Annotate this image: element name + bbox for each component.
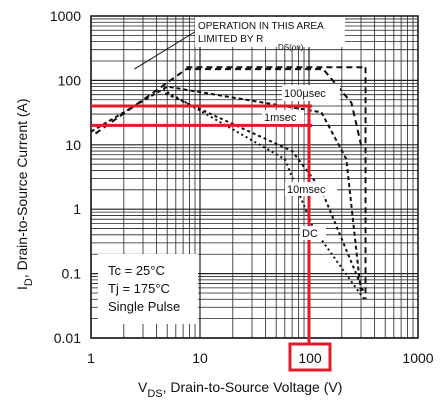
y-axis-label-sub: D [23,278,35,286]
label-1ms: 1msec [264,112,297,124]
highlight [91,104,312,344]
y-tick-label: 0.01 [54,330,81,346]
legend-pulse: Single Pulse [108,299,180,314]
x-axis-label-main: V [138,379,148,395]
label-100us-bg [282,85,340,101]
x-axis-label-sub: DS [147,388,162,400]
x-axis-label-rest: , Drain-to-Source Voltage (V) [163,379,343,395]
label-10ms: 10msec [287,184,326,196]
annotation-line2: LIMITED BY R [198,34,263,45]
annotation-bg [195,17,345,47]
tick-labels: 1 10 1000 0.01 0.1 1 10 100 1000 [50,8,434,366]
legend-box [98,254,198,324]
label-dc-bg [300,226,326,240]
grid [90,15,419,339]
y-tick-label: 0.1 [62,266,82,282]
y-axis-label-main: I [14,286,30,290]
y-axis-label: ID, Drain-to-Source Current (A) [14,98,35,290]
annotation-pointer [134,29,199,70]
y-tick-label: 1000 [50,8,81,24]
label-10ms-bg [285,182,337,196]
y-tick-label: 10 [65,137,81,153]
series-line-2 [164,92,366,294]
legend-tj: Tj = 175°C [108,281,170,296]
annotation-line1: OPERATION IN THIS AREA [198,21,324,32]
x-tick-label: 1000 [402,350,433,366]
x-tick-label: 10 [192,350,208,366]
y-tick-label: 1 [73,201,81,217]
highlight-label: 100 [298,350,322,366]
highlight-box [288,342,332,372]
plot-frame [90,15,419,339]
series-line-0 [94,68,362,146]
annotation-sub: DS(on) [278,43,304,52]
label-100us: 100μsec [284,88,326,100]
y-axis-label-rest: , Drain-to-Source Current (A) [14,98,30,278]
x-tick-label: 1 [87,350,95,366]
label-dc: DC [302,228,318,240]
legend-tc: Tc = 25°C [108,263,165,278]
y-tick-label: 100 [58,72,82,88]
x-axis-label: VDS, Drain-to-Source Voltage (V) [138,379,342,400]
series-line-1 [90,85,362,294]
label-1ms-bg [262,110,304,124]
